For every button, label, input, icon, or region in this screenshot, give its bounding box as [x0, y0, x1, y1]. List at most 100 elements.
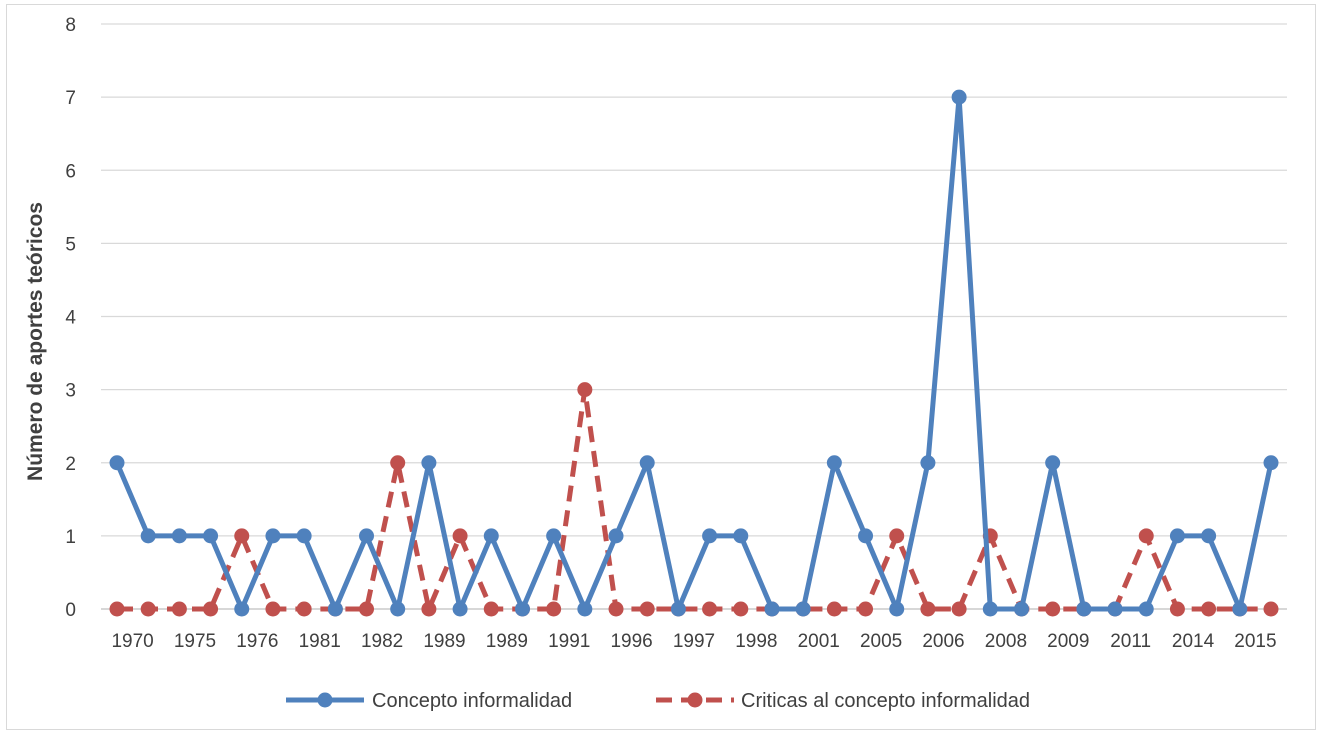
data-point [359, 601, 375, 617]
data-point [858, 601, 874, 617]
data-point [265, 528, 281, 544]
y-axis-title: Número de aportes teóricos [24, 202, 47, 481]
x-tick-label: 1981 [299, 631, 341, 652]
data-point [296, 528, 312, 544]
data-point [1263, 455, 1279, 471]
data-point [390, 455, 406, 471]
y-tick-label: 1 [65, 527, 76, 548]
data-point [951, 601, 967, 617]
x-axis-ticks: 1970 1975 1976 1981 1982 1989 1989 1991 1996 1997… [111, 631, 1276, 652]
data-point [171, 528, 187, 544]
data-point [982, 601, 998, 617]
data-point [920, 455, 936, 471]
data-point [546, 528, 562, 544]
data-point [608, 601, 624, 617]
data-point [203, 528, 219, 544]
data-point [577, 601, 593, 617]
data-point [1045, 601, 1061, 617]
data-point [327, 601, 343, 617]
legend-swatch-marker [317, 692, 333, 708]
gridlines [101, 23, 1287, 537]
x-tick-label: 1996 [610, 631, 652, 652]
x-tick-label: 2006 [922, 631, 964, 652]
data-point [109, 601, 125, 617]
data-point [296, 601, 312, 617]
x-tick-label: 2005 [860, 631, 902, 652]
data-point [826, 601, 842, 617]
data-point [858, 528, 874, 544]
series-layer [109, 89, 1279, 617]
x-tick-label: 2001 [798, 631, 840, 652]
y-tick-label: 0 [65, 600, 76, 621]
data-point [546, 601, 562, 617]
data-point [1138, 601, 1154, 617]
data-point [795, 601, 811, 617]
data-point [826, 455, 842, 471]
data-point [483, 601, 499, 617]
data-point [359, 528, 375, 544]
data-point [1013, 601, 1029, 617]
data-point [1201, 601, 1217, 617]
y-tick-label: 2 [65, 454, 76, 475]
y-tick-label: 3 [65, 381, 76, 402]
data-point [889, 528, 905, 544]
x-tick-label: 2009 [1047, 631, 1089, 652]
x-tick-label: 1975 [174, 631, 216, 652]
x-tick-label: 2014 [1172, 631, 1215, 652]
data-point [390, 601, 406, 617]
data-point [670, 601, 686, 617]
series-line [114, 94, 1274, 612]
y-tick-label: 5 [65, 234, 76, 255]
y-axis-ticks: 0 1 2 3 4 5 6 7 8 [65, 15, 76, 621]
data-point [951, 89, 967, 105]
data-point [702, 528, 718, 544]
x-tick-label: 1989 [423, 631, 465, 652]
data-point [639, 601, 655, 617]
y-tick-label: 6 [65, 161, 76, 182]
x-tick-label: 2008 [985, 631, 1027, 652]
data-point [1045, 455, 1061, 471]
legend: Concepto informalidad Criticas al concept… [286, 690, 1030, 712]
legend-item: Criticas al concepto informalidad [656, 690, 1030, 712]
x-tick-label: 2015 [1234, 631, 1276, 652]
data-point [234, 528, 250, 544]
data-point [203, 601, 219, 617]
series-criticas-concepto [109, 382, 1279, 617]
x-tick-label: 1976 [236, 631, 278, 652]
data-point [514, 601, 530, 617]
data-point [421, 455, 437, 471]
data-point [483, 528, 499, 544]
data-point [109, 455, 125, 471]
data-point [452, 601, 468, 617]
data-point [140, 601, 156, 617]
data-point [702, 601, 718, 617]
data-point [452, 528, 468, 544]
y-tick-label: 7 [65, 88, 76, 109]
data-point [764, 601, 780, 617]
x-tick-label: 1989 [486, 631, 528, 652]
data-point [234, 601, 250, 617]
x-tick-label: 1970 [111, 631, 153, 652]
data-point [889, 601, 905, 617]
legend-label: Criticas al concepto informalidad [741, 690, 1030, 712]
x-tick-label: 1997 [673, 631, 715, 652]
data-point [608, 528, 624, 544]
x-tick-label: 1982 [361, 631, 403, 652]
data-point [171, 601, 187, 617]
y-tick-label: 4 [65, 308, 76, 329]
data-point [1107, 601, 1123, 617]
x-tick-label: 1998 [735, 631, 777, 652]
data-point [1232, 601, 1248, 617]
y-tick-label: 8 [65, 15, 76, 36]
data-point [639, 455, 655, 471]
data-point [733, 601, 749, 617]
data-point [1169, 528, 1185, 544]
data-point [140, 528, 156, 544]
data-point [733, 528, 749, 544]
data-point [920, 601, 936, 617]
data-point [265, 601, 281, 617]
legend-swatch-marker [687, 692, 703, 708]
x-tick-label: 2011 [1110, 631, 1151, 652]
legend-item: Concepto informalidad [286, 690, 572, 712]
